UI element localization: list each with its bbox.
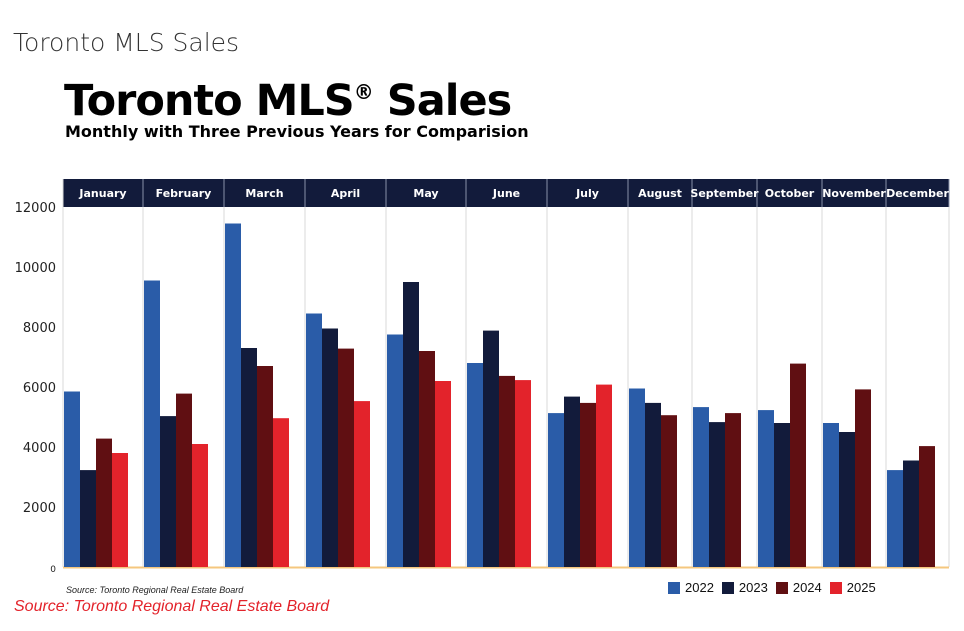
legend-item-2022: 2022 bbox=[668, 580, 714, 595]
bar-2025-april bbox=[354, 401, 370, 567]
legend-label: 2023 bbox=[738, 580, 768, 595]
bar-2024-may bbox=[419, 351, 435, 567]
y-tick-label: 2000 bbox=[23, 501, 56, 516]
y-tick-label: 10000 bbox=[15, 261, 56, 276]
bar-2023-august bbox=[645, 402, 661, 567]
x-tick-label: February bbox=[156, 187, 212, 200]
bar-2022-april bbox=[306, 313, 322, 567]
bar-2023-october bbox=[774, 423, 790, 567]
x-tick-label: August bbox=[638, 187, 682, 200]
bar-2022-may bbox=[387, 334, 403, 567]
legend-label: 2025 bbox=[846, 580, 876, 595]
bar-2022-november bbox=[823, 423, 839, 567]
bar-2022-october bbox=[758, 410, 774, 567]
bar-2022-august bbox=[629, 388, 645, 567]
bar-2024-october bbox=[790, 363, 806, 567]
bar-2023-november bbox=[839, 432, 855, 567]
legend: 2022 2023 2024 2025 bbox=[668, 580, 876, 595]
x-tick-label: October bbox=[765, 187, 815, 200]
bar-2024-june bbox=[499, 375, 515, 567]
legend-item-2025: 2025 bbox=[829, 580, 876, 595]
legend-label: 2022 bbox=[685, 580, 714, 595]
y-tick-label: 4000 bbox=[23, 441, 56, 456]
x-tick-label: September bbox=[690, 187, 759, 200]
bar-2023-december bbox=[903, 460, 919, 567]
legend-swatch bbox=[829, 581, 842, 594]
bar-2025-january bbox=[112, 453, 128, 567]
page-title: Toronto MLS Sales bbox=[13, 28, 240, 57]
bar-2023-january bbox=[80, 470, 96, 567]
bar-2025-february bbox=[192, 444, 208, 567]
y-tick-label: 8000 bbox=[23, 321, 56, 336]
legend-swatch bbox=[721, 581, 734, 594]
bar-2024-december bbox=[919, 446, 935, 567]
chart-title: Toronto MLS® Sales bbox=[64, 76, 512, 126]
bar-2024-february bbox=[176, 393, 192, 567]
x-tick-label: March bbox=[245, 187, 283, 200]
bar-2022-june bbox=[467, 363, 483, 567]
bar-2024-august bbox=[661, 415, 677, 567]
bar-2023-april bbox=[322, 328, 338, 567]
bar-2024-july bbox=[580, 402, 596, 567]
bar-2023-june bbox=[483, 330, 499, 567]
source-caption: Source: Toronto Regional Real Estate Boa… bbox=[14, 598, 330, 615]
x-tick-label: July bbox=[575, 187, 599, 200]
bar-2022-march bbox=[225, 223, 241, 567]
chart-source: Source: Toronto Regional Real Estate Boa… bbox=[66, 585, 244, 595]
bar-2024-january bbox=[96, 438, 112, 567]
bar-2022-february bbox=[144, 280, 160, 567]
x-tick-label: April bbox=[331, 187, 360, 200]
legend-item-2024: 2024 bbox=[775, 580, 822, 595]
bar-2025-july bbox=[596, 384, 612, 567]
bar-2022-december bbox=[887, 470, 903, 567]
registered-mark: ® bbox=[353, 80, 374, 104]
chart-title-suffix: Sales bbox=[386, 76, 512, 126]
x-tick-label: January bbox=[78, 187, 126, 200]
bar-2024-april bbox=[338, 348, 354, 567]
legend-swatch bbox=[668, 581, 680, 594]
x-tick-label: December bbox=[886, 187, 949, 200]
chart-subtitle: Monthly with Three Previous Years for Co… bbox=[65, 122, 529, 141]
bar-2023-july bbox=[564, 396, 580, 567]
y-tick-label: 0 bbox=[50, 565, 56, 575]
bar-2025-may bbox=[435, 381, 451, 567]
bar-2023-march bbox=[241, 348, 257, 567]
bar-2024-november bbox=[855, 389, 871, 567]
bar-2024-september bbox=[725, 413, 741, 567]
bar-2024-march bbox=[257, 366, 273, 567]
bar-2025-march bbox=[273, 418, 289, 567]
legend-label: 2024 bbox=[792, 580, 822, 595]
bar-2023-september bbox=[709, 422, 725, 567]
bar-2025-june bbox=[515, 380, 531, 567]
x-tick-label: June bbox=[492, 187, 520, 200]
legend-item-2023: 2023 bbox=[721, 580, 768, 595]
bar-2022-september bbox=[693, 407, 709, 567]
month-header-bar bbox=[63, 179, 949, 207]
y-tick-label: 12000 bbox=[15, 201, 56, 216]
bar-2023-may bbox=[403, 282, 419, 567]
legend-swatch bbox=[775, 581, 788, 594]
bar-2022-january bbox=[64, 391, 80, 567]
x-tick-label: November bbox=[822, 187, 886, 200]
y-tick-label: 6000 bbox=[23, 381, 56, 396]
chart-title-text: Toronto MLS bbox=[64, 76, 355, 126]
bar-2022-july bbox=[548, 413, 564, 567]
bar-2023-february bbox=[160, 416, 176, 567]
x-tick-label: May bbox=[413, 187, 438, 200]
